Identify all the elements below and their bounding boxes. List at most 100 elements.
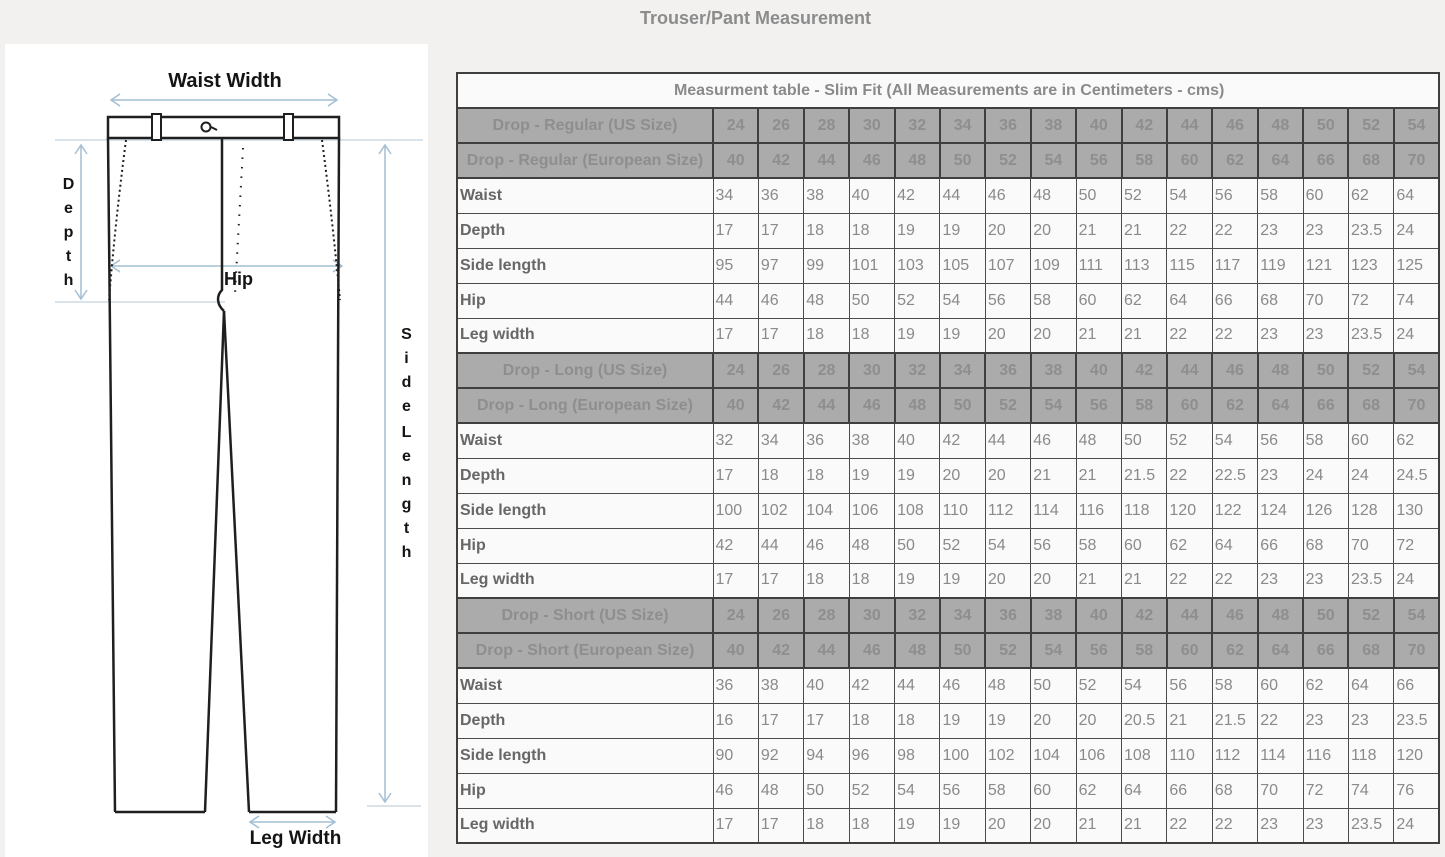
cell-value: 58 — [1120, 632, 1168, 669]
measurement-row: Hip 42 44 46 48 50 52 54 56 58 60 62 64 66 68 70 72 — [456, 527, 1440, 564]
cell-value: 24 — [1393, 807, 1440, 844]
cell-value: 62 — [1211, 632, 1259, 669]
cell-value: 46 — [1211, 107, 1259, 144]
cell-value: 24.5 — [1393, 457, 1440, 494]
cell-value: 96 — [848, 737, 896, 774]
row-label: Waist — [456, 667, 714, 704]
cell-value: 42 — [894, 177, 941, 214]
cell-value: 20 — [984, 457, 1032, 494]
cell-value: 62 — [1211, 142, 1259, 179]
measurement-row: Waist 34 36 38 40 42 44 46 48 50 52 54 56 58 60 62 64 — [456, 177, 1440, 214]
cell-value: 23 — [1302, 212, 1349, 249]
cell-value: 70 — [1392, 142, 1441, 179]
cell-value: 23 — [1302, 702, 1349, 739]
cell-value: 56 — [1075, 142, 1123, 179]
cell-value: 22 — [1211, 562, 1259, 599]
cell-value: 117 — [1211, 247, 1259, 284]
cell-value: 105 — [939, 247, 986, 284]
measurement-row: Depth 17 18 18 19 19 20 20 21 21 21.5 22 22.5 23 24 24 2… — [456, 457, 1440, 494]
cell-value: 58 — [1075, 527, 1123, 564]
measurement-row: Depth 17 17 18 18 19 19 20 20 21 21 22 22 23 23 23.5 24 — [456, 212, 1440, 249]
cell-value: 54 — [1392, 352, 1441, 389]
cell-value: 17 — [712, 212, 759, 249]
cell-value: 48 — [984, 667, 1032, 704]
cell-value: 56 — [1030, 527, 1077, 564]
cell-value: 23.5 — [1347, 317, 1395, 354]
cell-value: 23 — [1257, 457, 1304, 494]
cell-value: 60 — [1347, 422, 1395, 459]
cell-value: 116 — [1302, 737, 1349, 774]
fly-seam — [216, 138, 225, 312]
cell-value: 18 — [848, 212, 896, 249]
cell-value: 44 — [1165, 107, 1214, 144]
cell-value: 102 — [757, 492, 805, 529]
cell-value: 46 — [848, 387, 896, 424]
measurement-row: Leg width 17 17 18 18 19 19 20 20 21 21 22 22 23 23 23.… — [456, 807, 1440, 844]
cell-value: 50 — [1302, 107, 1350, 144]
cell-value: 42 — [939, 422, 986, 459]
cell-value: 42 — [848, 667, 896, 704]
cell-value: 42 — [757, 142, 805, 179]
cell-value: 26 — [757, 597, 805, 634]
cell-value: 111 — [1075, 247, 1123, 284]
cell-value: 17 — [757, 562, 805, 599]
cell-value: 104 — [1030, 737, 1077, 774]
cell-value: 40 — [1075, 597, 1123, 634]
cell-value: 22 — [1257, 702, 1304, 739]
trouser-outline — [106, 113, 341, 814]
cell-value: 52 — [984, 387, 1032, 424]
cell-value: 48 — [893, 387, 941, 424]
cell-value: 64 — [1211, 527, 1259, 564]
cell-value: 46 — [848, 632, 896, 669]
cell-value: 122 — [1211, 492, 1259, 529]
cell-value: 66 — [1302, 387, 1350, 424]
cell-value: 56 — [939, 772, 986, 809]
cell-value: 68 — [1302, 527, 1349, 564]
cell-value: 54 — [1211, 422, 1259, 459]
cell-value: 48 — [893, 142, 941, 179]
cell-value: 23 — [1257, 562, 1304, 599]
cell-value: 52 — [1347, 597, 1395, 634]
row-label: Waist — [456, 177, 714, 214]
cell-value: 40 — [848, 177, 896, 214]
cell-value: 64 — [1393, 177, 1440, 214]
cell-value: 74 — [1347, 772, 1395, 809]
cell-value: 19 — [939, 212, 986, 249]
cell-value: 66 — [1257, 527, 1304, 564]
cell-value: 26 — [757, 107, 805, 144]
row-label: Drop - Regular (European Size) — [456, 142, 714, 179]
cell-value: 19 — [894, 807, 941, 844]
cell-value: 66 — [1393, 667, 1440, 704]
cell-value: 52 — [1166, 422, 1213, 459]
row-label: Waist — [456, 422, 714, 459]
cell-value: 50 — [894, 527, 941, 564]
cell-value: 23 — [1257, 212, 1304, 249]
cell-value: 120 — [1393, 737, 1440, 774]
cell-value: 116 — [1075, 492, 1123, 529]
cell-value: 20 — [1030, 562, 1077, 599]
cell-value: 19 — [894, 457, 941, 494]
cell-value: 104 — [803, 492, 850, 529]
cell-value: 20 — [1030, 807, 1077, 844]
cell-value: 20 — [939, 457, 986, 494]
measurement-row: Waist 36 38 40 42 44 46 48 50 52 54 56 58 60 62 64 66 — [456, 667, 1440, 704]
cell-value: 22.5 — [1211, 457, 1259, 494]
cell-value: 46 — [1211, 597, 1259, 634]
cell-value: 50 — [1121, 422, 1168, 459]
row-label: Side length — [456, 737, 714, 774]
cell-value: 21 — [1166, 702, 1213, 739]
row-label: Drop - Regular (US Size) — [456, 107, 714, 144]
row-label: Drop - Short (European Size) — [456, 632, 714, 669]
cell-value: 70 — [1392, 387, 1441, 424]
cell-value: 52 — [1121, 177, 1168, 214]
cell-value: 17 — [712, 807, 759, 844]
cell-value: 20 — [984, 212, 1032, 249]
cell-value: 60 — [1302, 177, 1349, 214]
measurement-arrows — [74, 93, 392, 829]
cell-value: 36 — [984, 352, 1032, 389]
cell-value: 106 — [848, 492, 896, 529]
side-length-arrow — [378, 143, 392, 804]
cell-value: 128 — [1347, 492, 1395, 529]
cell-value: 60 — [1257, 667, 1304, 704]
cell-value: 62 — [1347, 177, 1395, 214]
